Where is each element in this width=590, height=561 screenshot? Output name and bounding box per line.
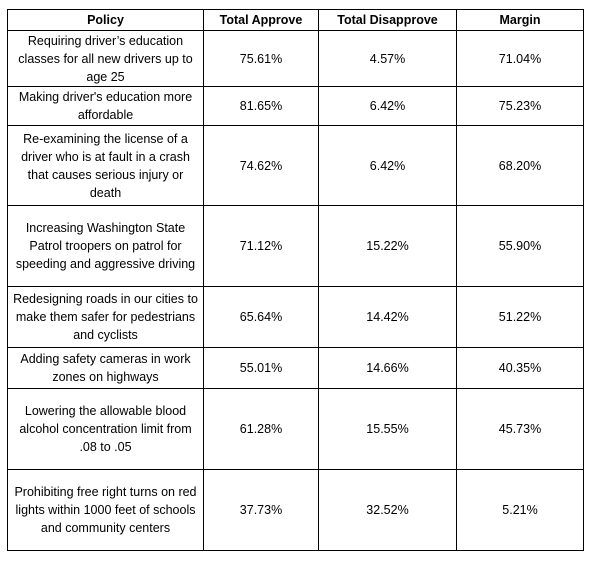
margin-cell: 71.04% <box>456 30 584 87</box>
approve-cell: 71.12% <box>203 205 319 287</box>
disapprove-cell: 15.22% <box>318 205 457 287</box>
margin-cell: 40.35% <box>456 347 584 389</box>
margin-cell: 75.23% <box>456 86 584 126</box>
approve-cell: 37.73% <box>203 469 319 551</box>
disapprove-cell: 4.57% <box>318 30 457 87</box>
table-row: Prohibiting free right turns on red ligh… <box>7 469 584 551</box>
header-row: Policy Total Approve Total Disapprove Ma… <box>7 9 584 31</box>
header-policy: Policy <box>7 9 204 31</box>
table-row: Making driver's education more affordabl… <box>7 86 584 126</box>
disapprove-cell: 15.55% <box>318 388 457 470</box>
approve-cell: 75.61% <box>203 30 319 87</box>
disapprove-cell: 6.42% <box>318 125 457 206</box>
margin-cell: 55.90% <box>456 205 584 287</box>
margin-cell: 45.73% <box>456 388 584 470</box>
policy-cell: Prohibiting free right turns on red ligh… <box>7 469 204 551</box>
table-row: Increasing Washington State Patrol troop… <box>7 205 584 287</box>
approve-cell: 74.62% <box>203 125 319 206</box>
table-row: Lowering the allowable blood alcohol con… <box>7 388 584 470</box>
disapprove-cell: 14.42% <box>318 286 457 348</box>
policy-cell: Making driver's education more affordabl… <box>7 86 204 126</box>
margin-cell: 5.21% <box>456 469 584 551</box>
margin-cell: 51.22% <box>456 286 584 348</box>
table-row: Adding safety cameras in work zones on h… <box>7 347 584 389</box>
margin-cell: 68.20% <box>456 125 584 206</box>
policy-cell: Re-examining the license of a driver who… <box>7 125 204 206</box>
disapprove-cell: 32.52% <box>318 469 457 551</box>
approve-cell: 61.28% <box>203 388 319 470</box>
policy-cell: Redesigning roads in our cities to make … <box>7 286 204 348</box>
policy-table: Policy Total Approve Total Disapprove Ma… <box>7 9 584 551</box>
header-total-disapprove: Total Disapprove <box>318 9 457 31</box>
policy-cell: Adding safety cameras in work zones on h… <box>7 347 204 389</box>
policy-cell: Requiring driver’s education classes for… <box>7 30 204 87</box>
disapprove-cell: 14.66% <box>318 347 457 389</box>
approve-cell: 81.65% <box>203 86 319 126</box>
table-row: Redesigning roads in our cities to make … <box>7 286 584 348</box>
approve-cell: 65.64% <box>203 286 319 348</box>
approve-cell: 55.01% <box>203 347 319 389</box>
disapprove-cell: 6.42% <box>318 86 457 126</box>
header-total-approve: Total Approve <box>203 9 319 31</box>
policy-cell: Increasing Washington State Patrol troop… <box>7 205 204 287</box>
table-row: Requiring driver’s education classes for… <box>7 30 584 87</box>
header-margin: Margin <box>456 9 584 31</box>
policy-cell: Lowering the allowable blood alcohol con… <box>7 388 204 470</box>
table-row: Re-examining the license of a driver who… <box>7 125 584 206</box>
